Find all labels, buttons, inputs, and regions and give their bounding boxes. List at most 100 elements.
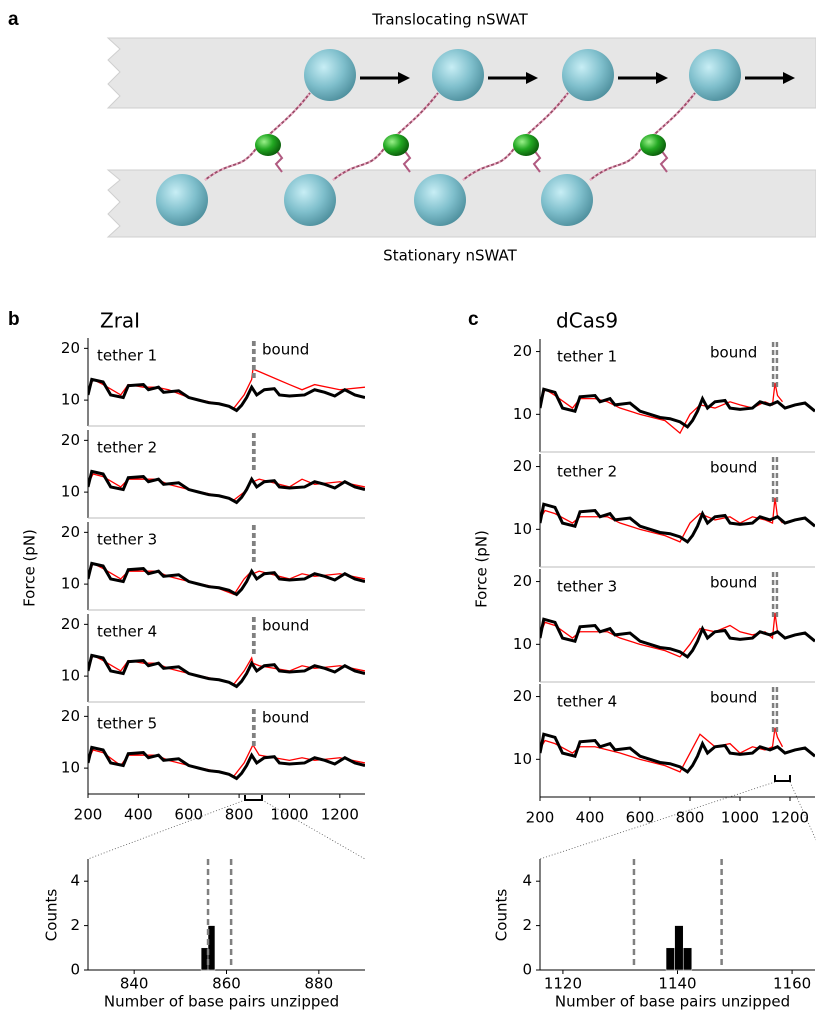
y-tick-label: 10 [61,667,80,685]
histogram-bar [674,925,684,971]
y-tick-label: 10 [61,759,80,777]
panel-title: ZraI [100,309,140,333]
x-tick-label: 600 [174,806,203,824]
y-axis-label: Force (pN) [473,530,491,608]
plot-area [540,497,815,544]
y-tick-label: 20 [513,687,532,705]
x-tick-label: 400 [576,809,605,827]
histogram-bar [665,947,675,971]
theory-curve [88,561,365,597]
plot-area [88,469,365,505]
diagram-label: Translocating nSWAT [371,11,528,29]
tether-label: tether 4 [97,623,157,641]
annotation: bound [262,709,309,727]
x-tick-label: 1200 [771,809,809,827]
annotation: bound [710,574,757,592]
y-tick-label: 20 [61,339,80,357]
plot-area [88,743,365,781]
tether-label: tether 5 [97,715,157,733]
y-tick-label: 20 [513,457,532,475]
plot-area [540,382,815,435]
y-tick-label: 0 [70,961,80,979]
panel-label: c [468,309,479,330]
y-tick-label: 20 [513,572,532,590]
y-tick-label: 20 [61,615,80,633]
y-axis-label: Counts [43,889,61,942]
y-tick-label: 20 [61,523,80,541]
y-tick-label: 10 [513,405,532,423]
plot-area [540,612,815,659]
x-tick-label: 1140 [658,975,696,993]
x-tick-label: 400 [124,806,153,824]
tether-label: tether 2 [97,439,157,457]
x-tick-label: 840 [120,975,149,993]
x-tick-label: 860 [212,975,241,993]
y-tick-label: 20 [61,431,80,449]
plot-area [88,653,365,689]
zoom-guides [87,781,816,860]
x-tick-label: 1000 [270,806,308,824]
y-tick-label: 20 [61,707,80,725]
data-trace [88,562,365,596]
data-trace [88,654,365,685]
annotation: bound [710,344,757,362]
x-tick-label: 800 [676,809,705,827]
y-tick-label: 10 [61,575,80,593]
y-axis-label: Counts [493,889,511,942]
x-axis-label: Number of base pairs unzipped [555,993,790,1011]
tether-label: tether 2 [557,463,617,481]
theory-curve [540,732,815,774]
x-tick-label: 1120 [544,975,582,993]
annotation: bound [710,459,757,477]
x-tick-label: 880 [305,975,334,993]
theory-curve [88,745,365,781]
theory-curve [88,377,365,413]
data-trace [88,368,365,409]
bracket [244,795,263,801]
x-tick-label: 1200 [321,806,359,824]
tether-label: tether 1 [97,347,157,365]
theory-curve [540,387,815,429]
y-tick-label: 10 [61,391,80,409]
theory-curve [540,617,815,659]
tether-label: tether 3 [97,531,157,549]
annotation: bound [262,617,309,635]
bracket [774,775,791,782]
histogram-bar [682,947,693,971]
x-tick-label: 1160 [773,975,811,993]
panel-label: b [8,309,20,330]
y-axis-label: Force (pN) [21,529,39,607]
plot-area [540,727,815,774]
y-tick-label: 10 [513,750,532,768]
x-tick-label: 200 [74,806,103,824]
histogram-bar [207,925,216,971]
y-tick-label: 2 [70,916,80,934]
panel-label: a [8,9,19,30]
x-tick-label: 800 [225,806,254,824]
theory-curve [88,469,365,505]
y-tick-label: 10 [513,635,532,653]
diagram-label: Stationary nSWAT [383,247,517,265]
y-tick-label: 4 [70,872,80,890]
y-tick-label: 2 [522,916,532,934]
x-tick-label: 200 [526,809,555,827]
y-tick-label: 20 [513,342,532,360]
theory-curve [540,502,815,544]
theory-curve [88,653,365,689]
plot-area [88,368,365,413]
plot-area [88,561,365,597]
tether-label: tether 3 [557,578,617,596]
y-tick-label: 0 [522,961,532,979]
y-tick-label: 4 [522,872,532,890]
annotation: bound [710,689,757,707]
x-axis-label: Number of base pairs unzipped [104,993,339,1011]
tether-label: tether 4 [557,693,617,711]
x-tick-label: 1000 [721,809,759,827]
y-tick-label: 10 [61,483,80,501]
annotation: bound [262,341,309,359]
x-tick-label: 600 [626,809,655,827]
tether-label: tether 1 [557,348,617,366]
panel-title: dCas9 [556,309,618,333]
y-tick-label: 10 [513,520,532,538]
